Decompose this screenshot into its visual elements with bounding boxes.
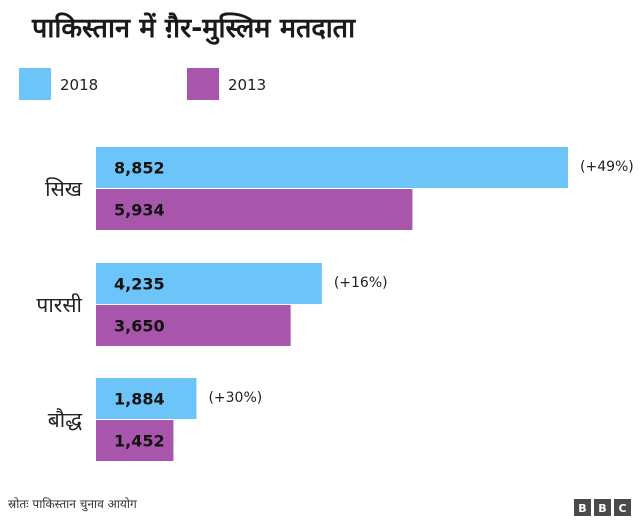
growth-annotation: (+16%) [334,275,388,291]
bars: सिख 8,852 5,934 (+49%) पारसी 4,235 3,650 (+16%)… [36,147,634,461]
growth-annotation: (+30%) [208,390,262,406]
legend-swatch-2018 [19,68,51,100]
category-label: सिख [45,177,83,201]
svg-text:B: B [598,502,606,515]
data-label-2018: 4,235 [114,275,165,294]
data-label-2018: 1,884 [114,390,165,409]
chart-title: पाकिस्तान में ग़ैर-मुस्लिम मतदाता [31,12,356,45]
source-note: स्रोतः पाकिस्तान चुनाव आयोग [8,497,137,512]
legend: 2018 2013 [19,68,266,100]
growth-annotation: (+49%) [580,159,634,175]
bar-2013 [96,189,413,230]
bar-2018 [96,378,197,419]
category-label: पारसी [36,293,82,317]
legend-label-2018: 2018 [60,76,98,94]
bar-2013 [96,420,174,461]
data-label-2013: 3,650 [114,317,165,336]
svg-text:B: B [578,502,586,515]
legend-swatch-2013 [187,68,219,100]
bar-2018 [96,147,568,188]
data-label-2018: 8,852 [114,159,165,178]
data-label-2013: 5,934 [114,201,165,220]
svg-text:C: C [618,502,626,515]
category-label: बौद्ध [48,408,82,432]
bbc-logo: B B C [574,499,631,516]
bar-2018 [96,263,322,304]
bar-2013 [96,305,291,346]
data-label-2013: 1,452 [114,432,165,451]
legend-label-2013: 2013 [228,76,266,94]
